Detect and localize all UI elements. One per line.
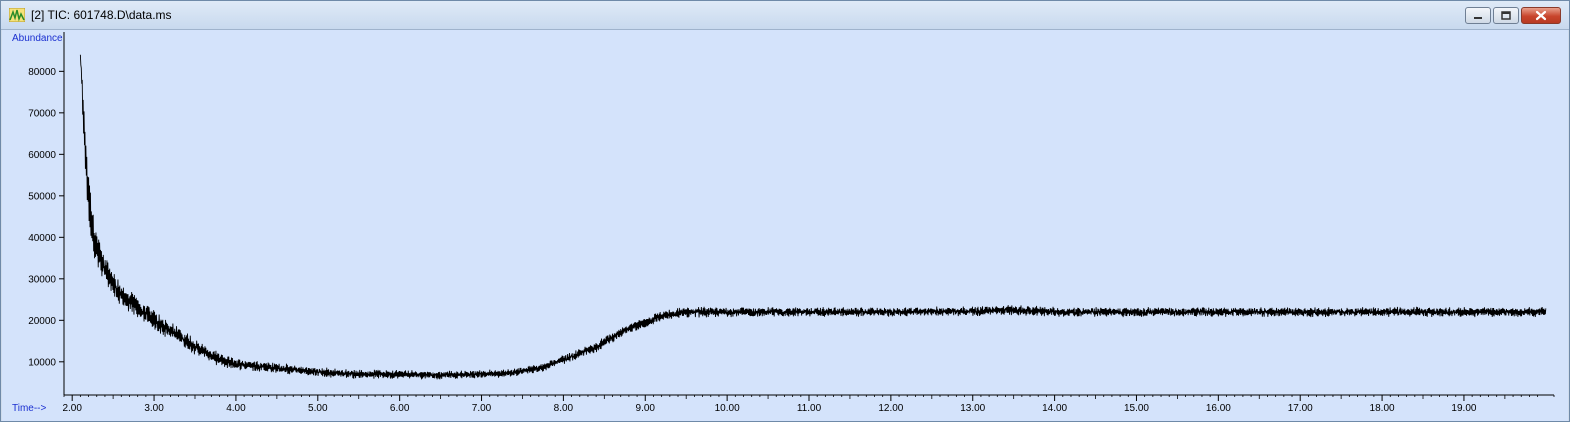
y-tick-label: 40000 (28, 233, 56, 244)
minimize-button[interactable] (1465, 7, 1491, 24)
x-axis-title: Time--> (12, 403, 47, 414)
x-tick-label: 19.00 (1451, 403, 1476, 414)
chromatogram-app-icon (9, 8, 25, 22)
tic-chromatogram-chart: 10000 20000 30000 40000 50000 60000 70000 80000… (12, 32, 1555, 414)
y-axis-title: Abundance (12, 33, 63, 44)
x-tick-label: 4.00 (226, 403, 246, 414)
x-tick-label: 7.00 (472, 403, 492, 414)
x-tick-label: 11.00 (797, 403, 822, 414)
restore-button[interactable] (1493, 7, 1519, 24)
restore-icon (1501, 11, 1511, 20)
title-bar[interactable]: [2] TIC: 601748.D\data.ms (1, 1, 1569, 30)
x-tick-label: 5.00 (308, 403, 328, 414)
y-tick-label: 30000 (28, 274, 56, 285)
plot-area[interactable]: 10000 20000 30000 40000 50000 60000 70000 80000… (2, 30, 1568, 421)
y-tick-label: 10000 (28, 357, 56, 368)
x-tick-label: 16.00 (1206, 403, 1231, 414)
close-icon (1535, 10, 1547, 21)
y-tick-label: 20000 (28, 316, 56, 327)
y-tick-label: 80000 (28, 67, 56, 78)
x-tick-label: 12.00 (878, 403, 903, 414)
x-tick-label: 2.00 (62, 403, 82, 414)
x-tick-label: 15.00 (1124, 403, 1149, 414)
y-tick-label: 70000 (28, 108, 56, 119)
minimize-icon (1474, 17, 1482, 19)
window-title: [2] TIC: 601748.D\data.ms (31, 8, 172, 22)
y-tick-label: 50000 (28, 191, 56, 202)
window-controls (1465, 7, 1561, 24)
y-tick-label: 60000 (28, 150, 56, 161)
x-tick-label: 17.00 (1288, 403, 1313, 414)
x-tick-label: 6.00 (390, 403, 410, 414)
x-tick-label: 13.00 (960, 403, 985, 414)
x-tick-label: 14.00 (1042, 403, 1067, 414)
x-tick-label: 3.00 (144, 403, 164, 414)
x-tick-label: 8.00 (554, 403, 574, 414)
x-tick-label: 18.00 (1370, 403, 1395, 414)
x-tick-label: 10.00 (715, 403, 740, 414)
tic-trace-line (79, 54, 1547, 380)
x-tick-label: 9.00 (636, 403, 656, 414)
close-button[interactable] (1521, 7, 1561, 24)
